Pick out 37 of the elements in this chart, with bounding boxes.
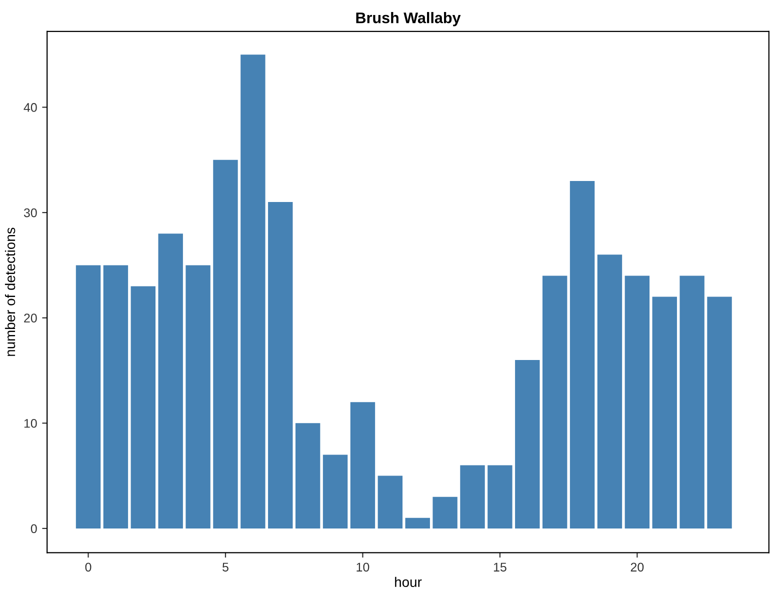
x-tick-label: 15 bbox=[494, 562, 506, 572]
bar bbox=[158, 234, 183, 528]
y-tick-label: 20 bbox=[24, 314, 37, 323]
bar bbox=[378, 476, 403, 528]
bar bbox=[186, 265, 210, 528]
bar bbox=[652, 296, 677, 528]
bar bbox=[76, 265, 101, 528]
x-tick-label: 20 bbox=[630, 562, 644, 572]
y-tick-label: 10 bbox=[24, 418, 37, 428]
bar bbox=[130, 286, 156, 528]
x-tick-label: 5 bbox=[222, 562, 228, 572]
x-tick-label: 10 bbox=[356, 562, 370, 572]
bar bbox=[322, 454, 348, 528]
y-tick-label: 0 bbox=[30, 524, 37, 534]
bar bbox=[570, 180, 595, 528]
x-axis-title: hour bbox=[395, 576, 422, 588]
bar bbox=[597, 254, 622, 528]
bar bbox=[542, 276, 568, 528]
x-tick-label: 0 bbox=[85, 562, 92, 572]
bar bbox=[460, 465, 485, 528]
y-axis-title: number of detections bbox=[4, 228, 16, 356]
chart-title: Brush Wallaby bbox=[356, 12, 461, 26]
bar bbox=[295, 423, 320, 528]
y-tick-label: 40 bbox=[24, 103, 37, 112]
bar bbox=[350, 402, 376, 528]
y-tick-label: 30 bbox=[24, 208, 37, 218]
bar bbox=[268, 202, 293, 528]
bar bbox=[405, 518, 430, 528]
bar bbox=[707, 296, 732, 528]
bar bbox=[240, 54, 266, 528]
bar bbox=[213, 160, 238, 528]
bar bbox=[624, 276, 650, 528]
bar bbox=[488, 465, 512, 528]
bar bbox=[103, 265, 128, 528]
bar bbox=[432, 496, 458, 528]
bar bbox=[515, 360, 540, 528]
bar bbox=[680, 276, 704, 528]
